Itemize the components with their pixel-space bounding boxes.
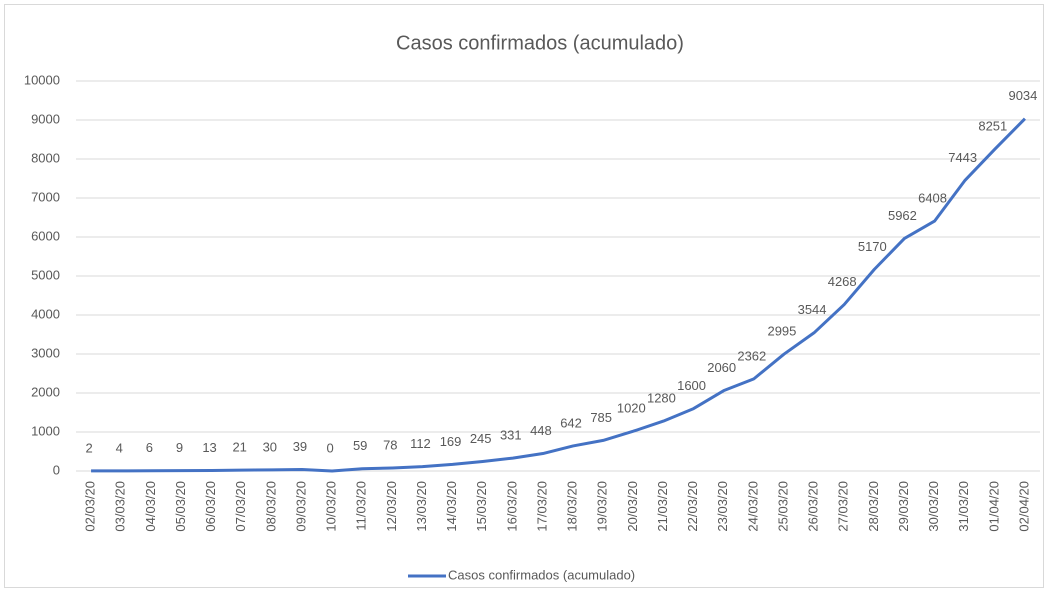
- x-tick-label: 23/03/20: [715, 481, 730, 532]
- x-tick-label: 28/03/20: [866, 481, 881, 532]
- x-tick-label: 02/04/20: [1016, 481, 1031, 532]
- y-tick-label: 1000: [31, 423, 60, 438]
- data-label: 21: [232, 440, 246, 455]
- x-tick-label: 31/03/20: [956, 481, 971, 532]
- x-tick-label: 15/03/20: [474, 481, 489, 532]
- data-label: 1020: [617, 401, 646, 416]
- y-tick-label: 3000: [31, 345, 60, 360]
- data-label: 78: [383, 437, 397, 452]
- x-tick-label: 03/03/20: [113, 481, 128, 532]
- x-tick-label: 18/03/20: [565, 481, 580, 532]
- x-tick-label: 01/04/20: [986, 481, 1001, 532]
- data-label: 6: [146, 440, 153, 455]
- data-label: 2362: [737, 348, 766, 363]
- data-label: 2995: [767, 324, 796, 339]
- data-label: 112: [410, 436, 431, 451]
- y-tick-label: 4000: [31, 306, 60, 321]
- data-label: 9: [176, 440, 183, 455]
- data-label: 4268: [828, 274, 857, 289]
- y-tick-label: 9000: [31, 111, 60, 126]
- data-label: 4: [116, 440, 123, 455]
- y-tick-label: 5000: [31, 267, 60, 282]
- x-tick-label: 29/03/20: [896, 481, 911, 532]
- x-tick-label: 19/03/20: [595, 481, 610, 532]
- data-label: 785: [590, 410, 612, 425]
- x-tick-label: 06/03/20: [203, 481, 218, 532]
- y-tick-label: 8000: [31, 150, 60, 165]
- data-label: 7443: [948, 150, 977, 165]
- data-label: 8251: [978, 119, 1007, 134]
- legend-label: Casos confirmados (acumulado): [448, 567, 635, 582]
- x-tick-label: 13/03/20: [414, 481, 429, 532]
- data-label: 1600: [677, 378, 706, 393]
- data-label: 2060: [707, 360, 736, 375]
- data-label: 245: [470, 431, 492, 446]
- x-tick-label: 27/03/20: [836, 481, 851, 532]
- y-tick-label: 6000: [31, 228, 60, 243]
- x-tick-label: 26/03/20: [806, 481, 821, 532]
- data-label: 169: [440, 434, 462, 449]
- x-tick-label: 21/03/20: [655, 481, 670, 532]
- data-label: 30: [263, 439, 277, 454]
- x-tick-label: 16/03/20: [504, 481, 519, 532]
- data-label: 5962: [888, 208, 917, 223]
- data-label: 448: [530, 423, 552, 438]
- data-label: 59: [353, 438, 367, 453]
- x-tick-label: 30/03/20: [926, 481, 941, 532]
- x-tick-label: 02/03/20: [83, 481, 98, 532]
- x-tick-label: 10/03/20: [324, 481, 339, 532]
- x-tick-label: 17/03/20: [534, 481, 549, 532]
- data-label: 1280: [647, 391, 676, 406]
- x-tick-label: 12/03/20: [384, 481, 399, 532]
- data-label: 2: [85, 440, 92, 455]
- data-label: 6408: [918, 191, 947, 206]
- x-tick-label: 07/03/20: [233, 481, 248, 532]
- y-tick-label: 2000: [31, 384, 60, 399]
- y-tick-label: 0: [53, 462, 60, 477]
- chart-title: Casos confirmados (acumulado): [396, 32, 684, 54]
- y-tick-label: 10000: [24, 72, 60, 87]
- x-tick-label: 11/03/20: [354, 481, 369, 531]
- series-line: [91, 117, 1027, 473]
- x-tick-label: 25/03/20: [775, 481, 790, 532]
- x-tick-label: 14/03/20: [444, 481, 459, 532]
- data-label: 9034: [1008, 88, 1037, 103]
- data-label: 0: [326, 440, 333, 455]
- data-label: 39: [293, 439, 307, 454]
- chart-border: [4, 4, 1044, 588]
- x-tick-label: 09/03/20: [293, 481, 308, 532]
- x-tick-label: 20/03/20: [625, 481, 640, 532]
- data-label: 5170: [858, 239, 887, 254]
- x-tick-label: 04/03/20: [143, 481, 158, 532]
- y-tick-label: 7000: [31, 189, 60, 204]
- data-label: 642: [560, 415, 582, 430]
- x-tick-label: 05/03/20: [173, 481, 188, 532]
- x-tick-label: 08/03/20: [263, 481, 278, 532]
- data-label: 331: [500, 428, 522, 443]
- x-tick-label: 24/03/20: [745, 481, 760, 532]
- x-tick-label: 22/03/20: [685, 481, 700, 532]
- data-label: 13: [202, 440, 216, 455]
- data-label: 3544: [798, 302, 827, 317]
